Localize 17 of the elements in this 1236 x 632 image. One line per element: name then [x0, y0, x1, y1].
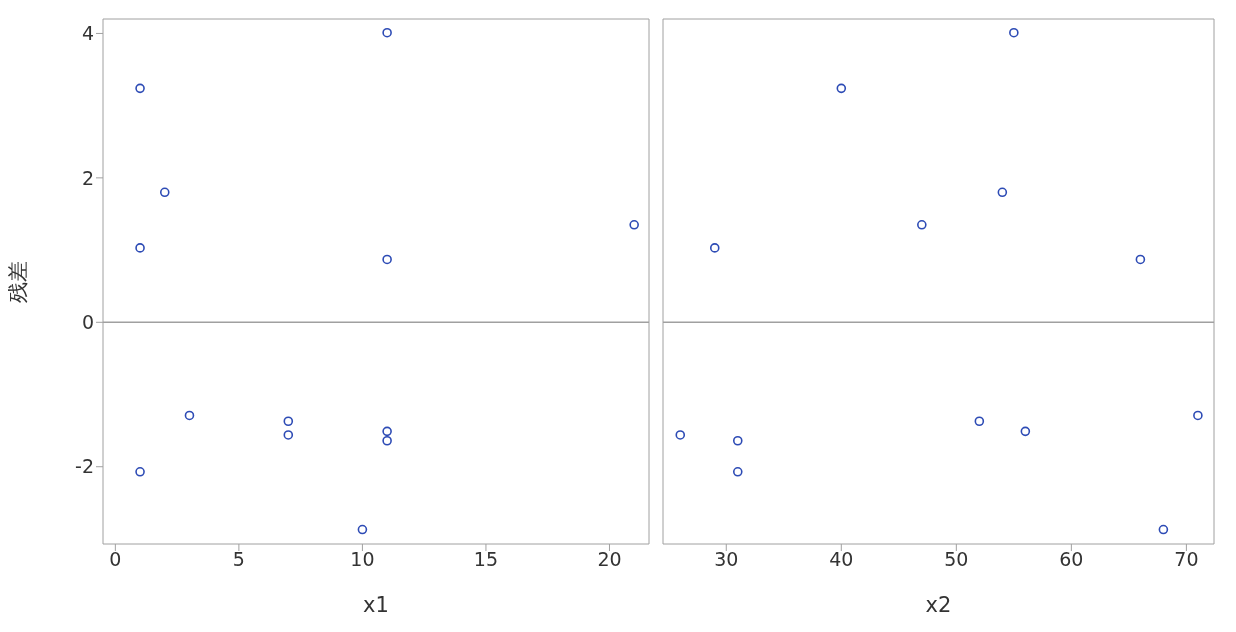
y-tick-label: -2 — [75, 455, 94, 478]
x-tick-label: 60 — [1059, 548, 1084, 571]
x-tick-label: 30 — [714, 548, 739, 571]
x-tick-label: 5 — [232, 548, 245, 571]
x-tick-label: 40 — [829, 548, 854, 571]
x-tick-label: 0 — [109, 548, 122, 571]
x-axis-title: x1 — [363, 593, 389, 617]
x-tick-label: 70 — [1174, 548, 1199, 571]
x-tick-label: 20 — [597, 548, 622, 571]
y-tick-label: 4 — [81, 22, 94, 45]
y-tick-label: 0 — [81, 311, 94, 334]
x-tick-label: 15 — [473, 548, 499, 571]
x-tick-label: 10 — [350, 548, 375, 571]
y-axis-title: 残差 — [6, 260, 31, 303]
y-tick-label: 2 — [81, 166, 94, 189]
x-tick-label: 50 — [944, 548, 969, 571]
x-axis-title: x2 — [925, 593, 952, 617]
